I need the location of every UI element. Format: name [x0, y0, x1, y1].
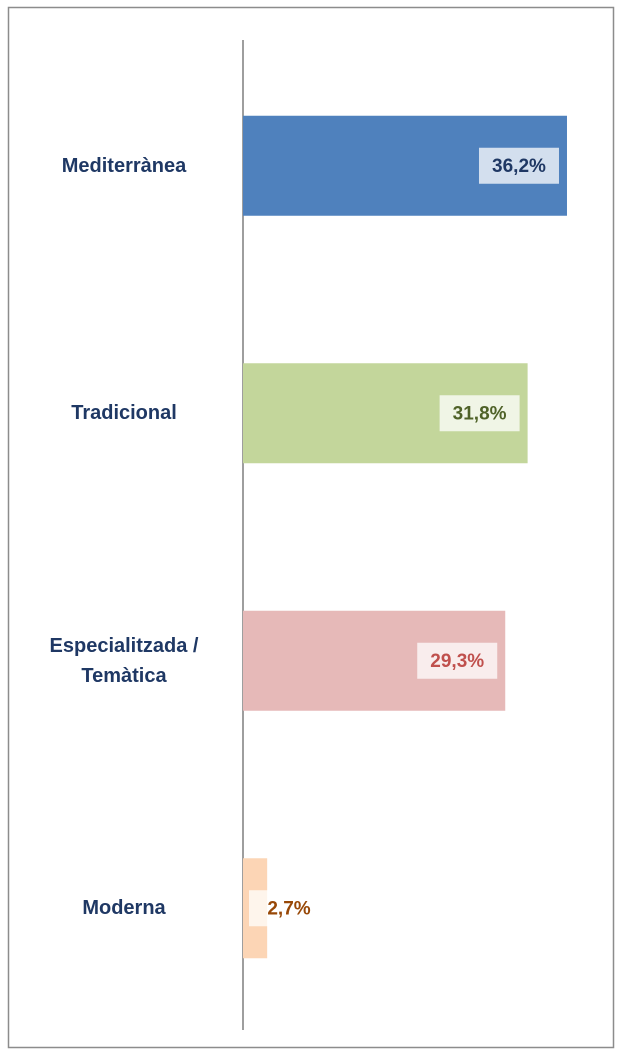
category-label-box: Especialitzada / Temàtica	[49, 634, 199, 687]
data-label: 31,8%	[453, 403, 507, 424]
data-label-bg	[249, 890, 329, 927]
data-label-bg	[417, 642, 498, 679]
category-label: Tradicional	[71, 402, 177, 425]
data-label-bg	[478, 147, 559, 184]
category-label-box: Moderna	[82, 897, 166, 920]
category-label-box: Mediterrànea	[61, 154, 187, 177]
data-label: 2,7%	[267, 898, 310, 919]
data-label: 36,2%	[492, 156, 546, 177]
data-label: 29,3%	[430, 651, 484, 672]
category-label: Mediterrànea	[61, 154, 187, 177]
category-label: Especialitzada / Temàtica	[49, 634, 199, 687]
category-label: Moderna	[82, 897, 166, 920]
data-label-bg	[439, 395, 520, 432]
category-label-box: Tradicional	[71, 402, 177, 425]
